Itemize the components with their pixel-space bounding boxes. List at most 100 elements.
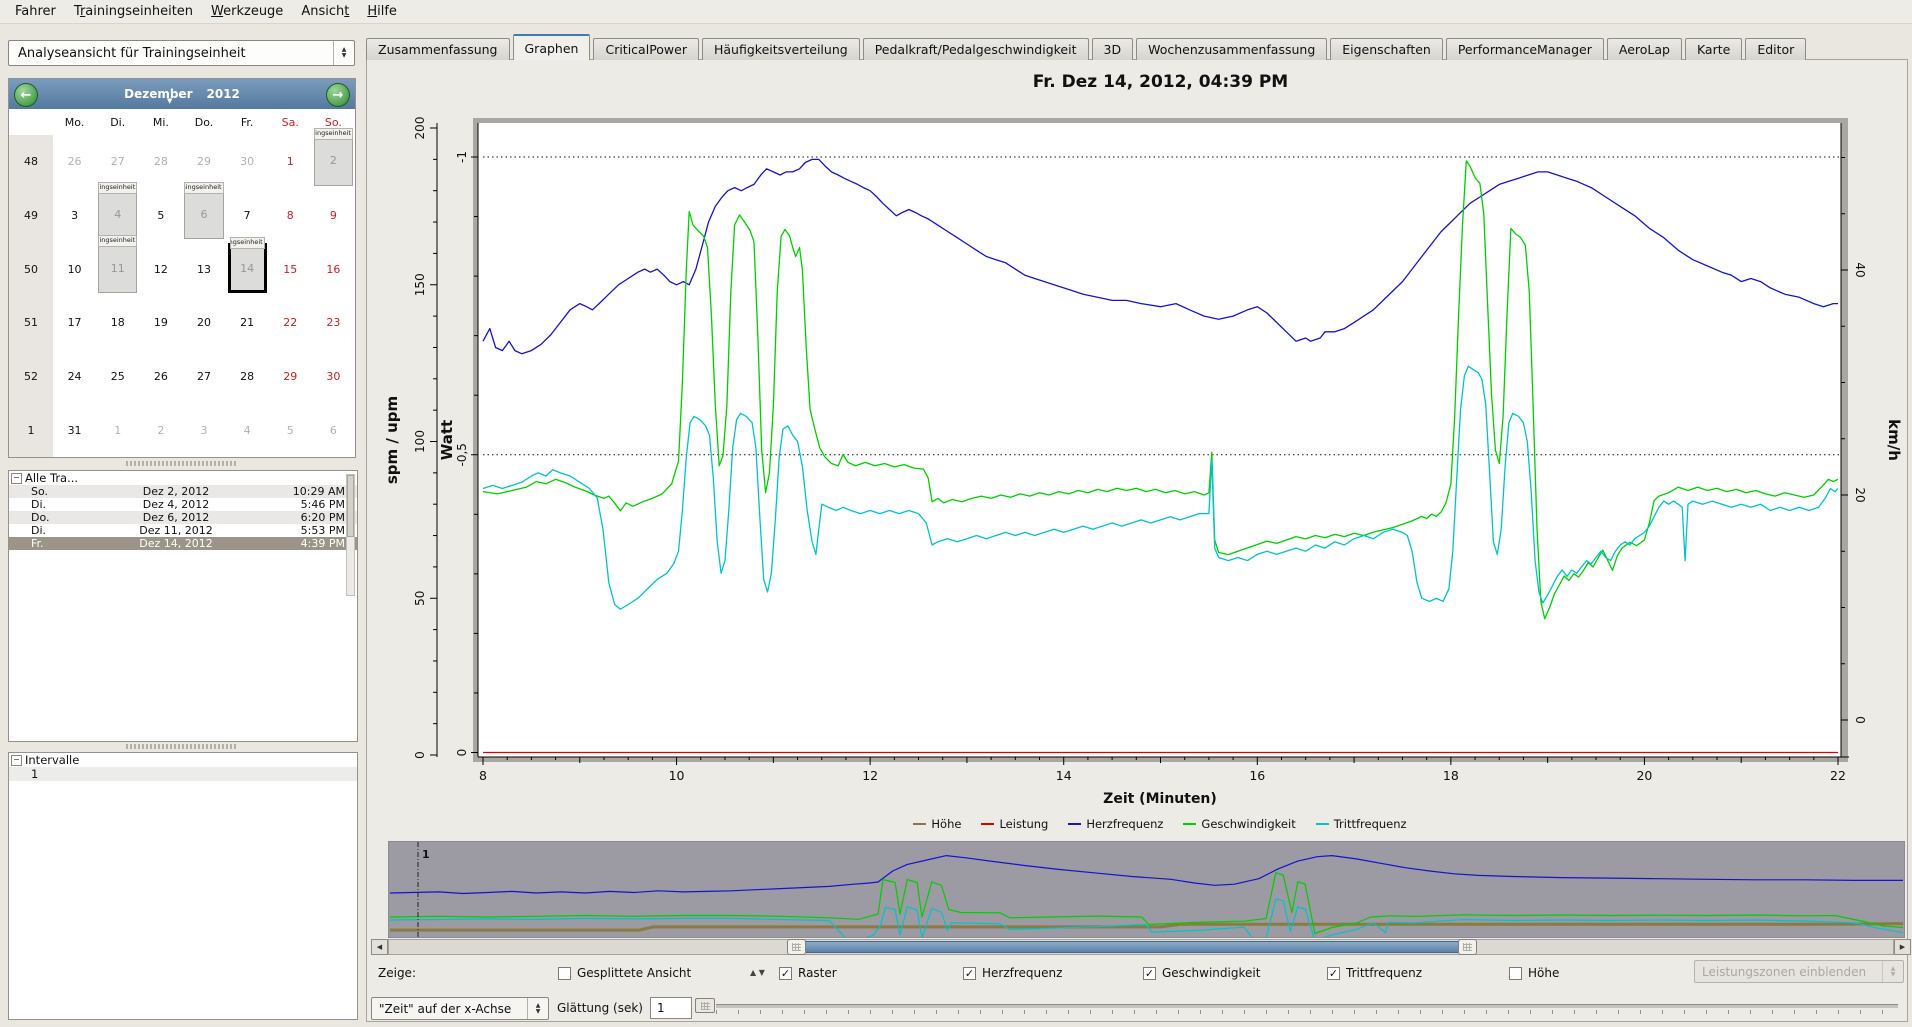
calendar-day-24[interactable]: 24 [67,369,82,383]
session-row[interactable]: Do. Dez 6, 2012 6:20 PM [9,511,357,524]
calendar-day-5[interactable]: 5 [157,208,165,222]
checkbox-checked-icon[interactable]: ✓ [963,966,976,980]
menu-item-trainingseinheiten[interactable]: Trainingseinheiten [73,4,194,19]
calendar-day-20[interactable]: 20 [196,316,211,330]
interval-tree-root[interactable]: − Intervalle [9,753,357,767]
smoothing-input[interactable]: 1 [650,997,692,1019]
checkbox-gesplittete-ansicht[interactable]: Gesplittete Ansicht [558,966,691,980]
calendar-session[interactable]: Trainingseinheit11 [98,235,138,293]
session-list-scrollbar[interactable] [346,474,355,596]
calendar-day-17[interactable]: 17 [67,316,82,330]
session-row[interactable]: Di. Dez 4, 2012 5:46 PM [31,498,345,511]
smoothing-slider-groove[interactable] [716,1004,1898,1008]
checkbox-trittfrequenz[interactable]: ✓ Trittfrequenz [1327,966,1422,980]
span-slider-selection[interactable] [805,941,1459,953]
tree-collapse-icon[interactable]: − [11,472,22,484]
calendar-day-23[interactable]: 23 [326,316,341,330]
calendar-day-9[interactable]: 9 [329,208,337,222]
session-row[interactable]: Di. Dez 11, 2012 5:53 PM [31,524,345,537]
calendar-day-28[interactable]: 28 [240,369,255,383]
tab-karte[interactable]: Karte [1684,38,1743,60]
checkbox-unchecked-icon[interactable] [558,966,571,980]
calendar-session[interactable]: Trainingseinheit6 [184,181,224,240]
view-selector[interactable]: Analyseansicht für Trainingseinheit ▲ ▼ [8,40,355,66]
calendar-day-26[interactable]: 26 [67,155,82,169]
calendar-session[interactable]: Trainingseinheit4 [98,181,138,240]
calendar-day-27[interactable]: 27 [110,155,125,169]
tab-3d[interactable]: 3D [1091,38,1134,60]
calendar-day-3[interactable]: 3 [200,423,208,437]
menu-item-fahrer[interactable]: Fahrer [15,4,56,19]
calendar-session[interactable]: Trainingseinheit2 [313,128,353,186]
overview-chart[interactable]: 1 [388,841,1905,938]
menu-item-werkzeuge[interactable]: Werkzeuge [211,4,284,19]
splitter-handle[interactable] [8,742,356,750]
view-selector-spinner-icon[interactable]: ▲ ▼ [333,41,354,65]
calendar-day-19[interactable]: 19 [153,316,168,330]
span-scroll-left-button[interactable]: ◀ [371,939,388,955]
calendar-day-4[interactable]: Trainingseinheit4 [96,181,139,243]
calendar-day-26[interactable]: 26 [153,369,168,383]
checkbox-raster[interactable]: ✓ Raster [779,966,837,980]
tab-editor[interactable]: Editor [1745,38,1807,60]
splitter-handle[interactable] [8,459,356,467]
menu-item-hilfe[interactable]: Hilfe [367,4,397,19]
tab-performancemanager[interactable]: PerformanceManager [1445,38,1604,60]
tab-wochenzusammenfassung[interactable]: Wochenzusammenfassung [1136,38,1328,60]
calendar-day-1[interactable]: 1 [286,155,294,169]
span-slider-left-handle[interactable] [787,939,806,955]
calendar-day-31[interactable]: 31 [67,423,82,437]
session-row[interactable]: So. Dez 2, 2012 10:29 AM [9,485,357,498]
calendar-day-28[interactable]: 28 [153,155,168,169]
calendar-month-label[interactable]: Dezember [124,87,193,101]
calendar-day-21[interactable]: 21 [240,316,255,330]
calendar-day-11[interactable]: Trainingseinheit11 [96,235,139,296]
tab-criticalpower[interactable]: CriticalPower [593,38,699,60]
stack-spinner-icon[interactable]: ▲ ▼ [750,968,765,977]
calendar-day-1[interactable]: 1 [114,423,122,437]
power-zones-select[interactable]: Leistungszonen einblenden ▲ ▼ [1694,960,1904,983]
calendar-day-27[interactable]: 27 [196,369,211,383]
checkbox-checked-icon[interactable]: ✓ [1143,966,1156,980]
calendar-day-2[interactable]: 2 [157,423,165,437]
interval-row[interactable]: 1 [9,767,357,781]
session-tree-root[interactable]: − Alle Tra... [9,471,357,485]
calendar-day-6[interactable]: 6 [329,423,337,437]
calendar-day-30[interactable]: 30 [240,155,255,169]
tab-graphen[interactable]: Graphen [512,34,591,60]
calendar-day-22[interactable]: 22 [283,316,298,330]
calendar-day-29[interactable]: 29 [196,155,211,169]
checkbox-h-he[interactable]: Höhe [1509,966,1559,980]
calendar-day-18[interactable]: 18 [110,316,125,330]
calendar-day-7[interactable]: 7 [243,208,251,222]
calendar-day-25[interactable]: 25 [110,369,125,383]
span-scroll-right-button[interactable]: ▶ [1894,939,1911,955]
calendar-day-10[interactable]: 10 [67,262,82,276]
calendar-day-12[interactable]: 12 [153,262,168,276]
tab-zusammenfassung[interactable]: Zusammenfassung [366,38,510,60]
calendar-day-3[interactable]: 3 [71,208,79,222]
smoothing-slider-handle[interactable] [695,998,715,1013]
calendar-day-4[interactable]: 4 [243,423,251,437]
menu-item-ansicht[interactable]: Ansicht [301,4,350,19]
calendar-day-2[interactable]: Trainingseinheit2 [312,128,355,189]
calendar-year-label[interactable]: 2012 [206,87,240,101]
calendar-session-selected[interactable]: Trainingseinheit14 [227,237,267,293]
calendar-day-5[interactable]: 5 [286,423,294,437]
checkbox-checked-icon[interactable]: ✓ [779,966,792,980]
session-row[interactable]: Fr. Dez 14, 2012 4:39 PM [9,537,357,550]
checkbox-geschwindigkeit[interactable]: ✓ Geschwindigkeit [1143,966,1260,980]
tab-pedalkraft-pedalgeschwindigkeit[interactable]: Pedalkraft/Pedalgeschwindigkeit [862,38,1089,60]
calendar-day-13[interactable]: 13 [196,262,211,276]
calendar-day-15[interactable]: 15 [283,262,298,276]
calendar-day-16[interactable]: 16 [326,262,341,276]
checkbox-checked-icon[interactable]: ✓ [1327,966,1340,980]
calendar-day-6[interactable]: Trainingseinheit6 [182,181,225,243]
checkbox-herzfrequenz[interactable]: ✓ Herzfrequenz [963,966,1062,980]
xaxis-select[interactable]: "Zeit" auf der x-Achse ▲ ▼ [371,997,549,1020]
calendar-day-8[interactable]: 8 [286,208,294,222]
calendar-day-30[interactable]: 30 [326,369,341,383]
scrollbar-thumb[interactable] [347,475,354,537]
checkbox-unchecked-icon[interactable] [1509,966,1522,980]
main-chart[interactable]: 0 50 100 150 200 spm / upm 0 -0,5 -1 Watt 0 20 40 km/… [368,96,1912,840]
